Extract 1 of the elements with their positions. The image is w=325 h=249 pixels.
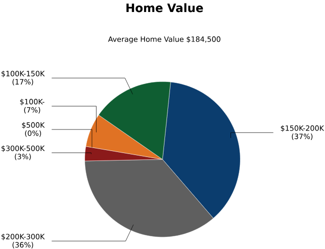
chart-title: Home Value	[126, 3, 203, 12]
